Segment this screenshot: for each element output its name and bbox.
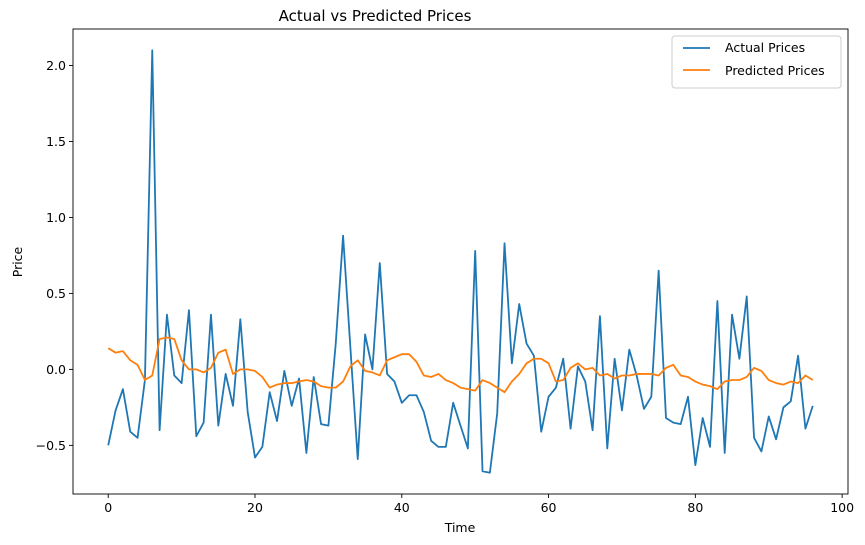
series-line-0	[107, 49, 814, 474]
y-tick-label: 1.0	[46, 210, 66, 225]
legend-label-actual: Actual Prices	[725, 40, 805, 55]
y-axis-label: Price	[10, 246, 25, 277]
y-tick-label: 0.5	[46, 286, 66, 301]
legend-label-predicted: Predicted Prices	[725, 63, 825, 78]
y-tick-label: 0.0	[46, 362, 66, 377]
x-tick-label: 0	[104, 500, 112, 515]
x-tick-label: 60	[541, 500, 557, 515]
x-tick-label: 20	[247, 500, 263, 515]
series-line-1	[107, 336, 814, 394]
x-axis-label: Time	[444, 520, 476, 535]
y-tick-label: 1.5	[46, 134, 66, 149]
plot-frame	[72, 28, 849, 495]
x-tick-label: 100	[830, 500, 854, 515]
x-tick-label: 40	[394, 500, 410, 515]
y-tick-label: 2.0	[46, 58, 66, 73]
y-tick-label: −0.5	[36, 438, 66, 453]
x-tick-label: 80	[687, 500, 703, 515]
chart-title: Actual vs Predicted Prices	[279, 7, 472, 25]
legend-frame	[671, 35, 842, 89]
legend: Actual Prices Predicted Prices	[671, 35, 842, 89]
